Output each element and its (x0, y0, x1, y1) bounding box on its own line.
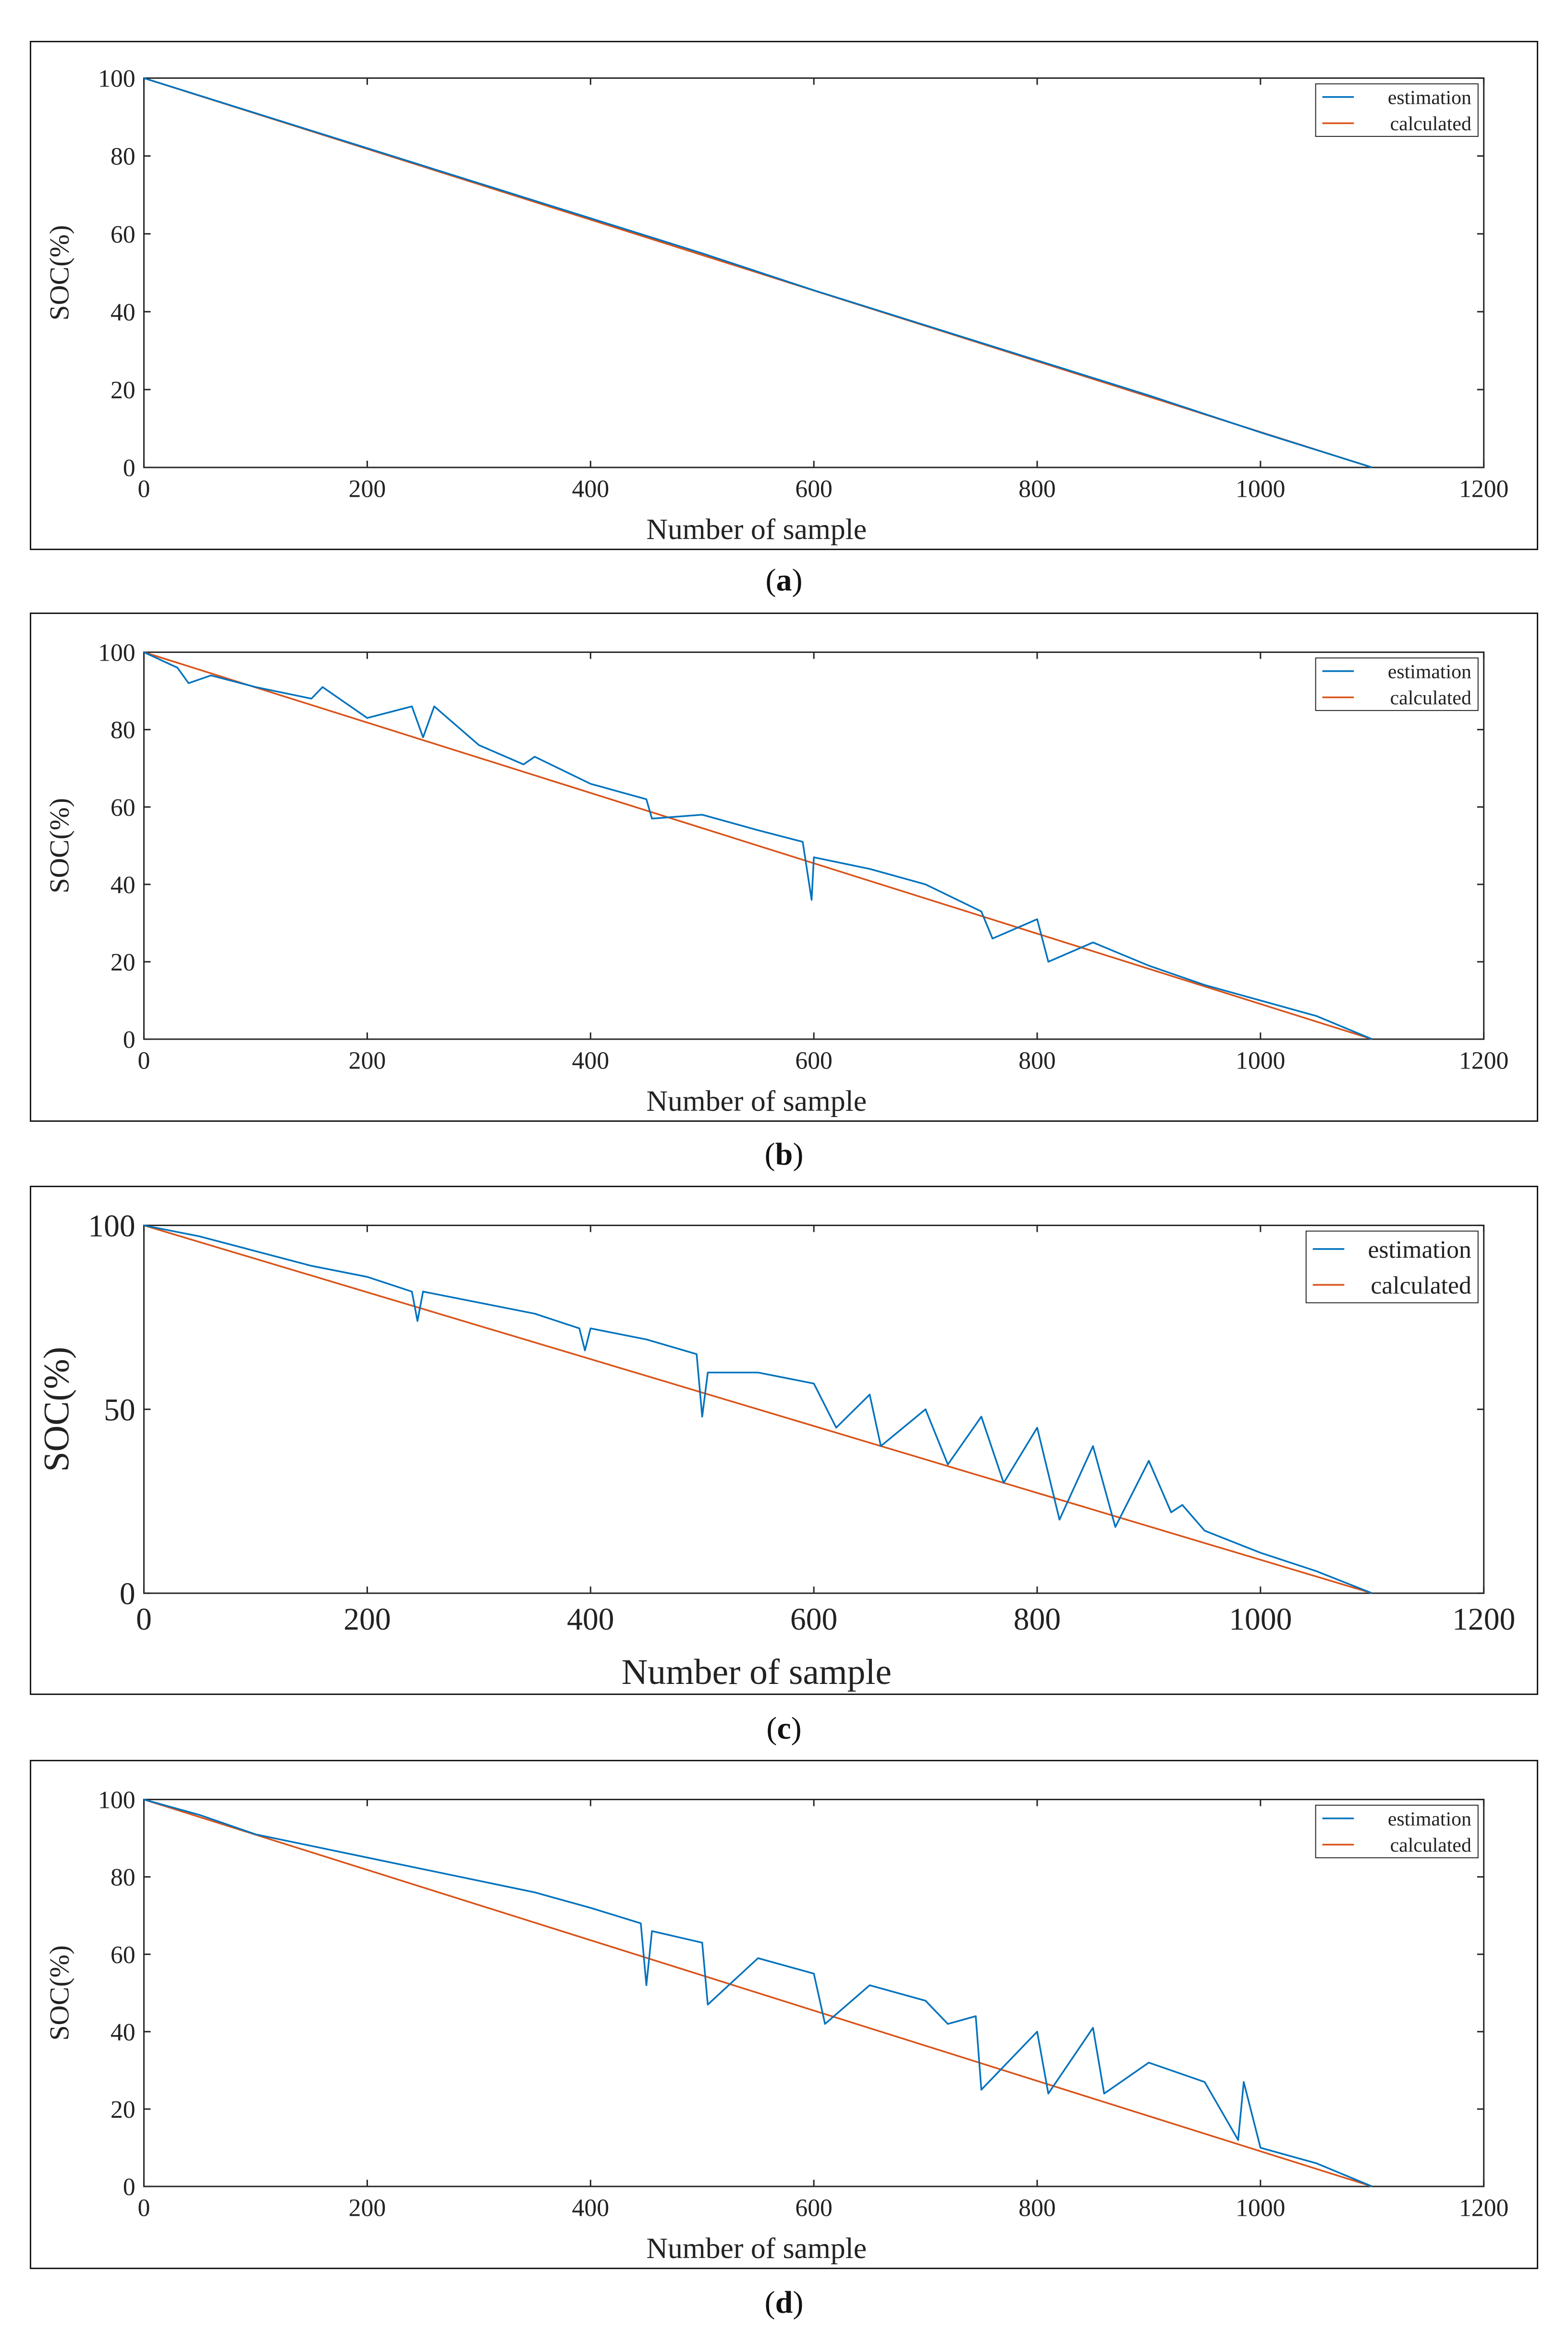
x-tick-label-b: 200 (349, 1047, 386, 1075)
chart-c: 0 200 400 600 800 1000 1200 0 50 100 Number of sam… (37, 1209, 1515, 1693)
y-tick-label-a: 60 (110, 221, 135, 248)
legend-box-d (1315, 1805, 1479, 1858)
legend-label-calculated-d: calculated (1390, 1834, 1471, 1856)
x-tick-label-a: 600 (795, 476, 833, 503)
x-tick-label-b: 0 (138, 1047, 150, 1075)
x-axis-label-b: Number of sample (647, 1085, 867, 1117)
x-tick-label-a: 0 (138, 476, 150, 503)
series-line-calculated-c (144, 1224, 1372, 1594)
series-line-estimation-c (144, 1224, 1372, 1594)
x-tick-label-c: 1000 (1229, 1602, 1292, 1637)
y-tick-label-c: 100 (88, 1209, 135, 1244)
y-tick-label-d: 20 (110, 2096, 135, 2124)
x-tick-label-b: 400 (572, 1047, 610, 1075)
y-tick-label-c: 0 (120, 1577, 135, 1611)
caption-d: (d) (764, 2285, 804, 2320)
y-tick-label-b: 80 (110, 717, 135, 744)
x-tick-label-b: 1000 (1236, 1047, 1285, 1075)
x-tick-label-c: 1200 (1452, 1602, 1515, 1637)
caption-c-letter: c (777, 1711, 791, 1746)
x-tick-label-a: 800 (1018, 476, 1056, 503)
plot-area-b (143, 651, 1485, 1040)
x-tick-label-d: 600 (795, 2195, 833, 2222)
x-tick-label-c: 600 (790, 1602, 837, 1637)
y-tick-label-b: 100 (98, 639, 135, 667)
y-tick-label-b: 40 (110, 872, 135, 899)
legend-box-c (1305, 1230, 1479, 1303)
series-line-calculated-b (144, 651, 1372, 1040)
y-tick-label-d: 40 (110, 2019, 135, 2046)
x-tick-label-c: 0 (136, 1602, 152, 1637)
y-tick-label-c: 50 (104, 1393, 135, 1427)
x-axis-label-a: Number of sample (647, 513, 867, 546)
y-tick-label-b: 20 (110, 949, 135, 976)
y-tick-label-a: 80 (110, 143, 135, 171)
chart-b: 0 200 400 600 800 1000 1200 0 20 40 60 80 100 Number … (44, 639, 1508, 1117)
x-axis-label-c: Number of sample (622, 1652, 892, 1692)
y-tick-label-b: 0 (123, 1026, 135, 1054)
y-axis-label-a: SOC(%) (44, 225, 74, 320)
y-tick-label-b: 60 (110, 794, 135, 822)
y-tick-label-d: 60 (110, 1941, 135, 1969)
x-tick-label-c: 200 (343, 1602, 391, 1637)
legend-label-calculated-b: calculated (1390, 687, 1471, 709)
caption-c: (c) (766, 1711, 802, 1746)
legend-box-b (1315, 657, 1479, 711)
x-tick-label-a: 400 (572, 476, 610, 503)
x-tick-label-c: 400 (567, 1602, 614, 1637)
chart-panel-b: 0 200 400 600 800 1000 1200 0 20 40 60 80 100 Number … (30, 613, 1538, 1122)
chart-d: 0 200 400 600 800 1000 1200 0 20 40 60 80 100 Number … (44, 1787, 1508, 2265)
legend-label-estimation-d: estimation (1388, 1808, 1471, 1830)
x-tick-label-d: 200 (349, 2195, 386, 2222)
x-tick-label-b: 1200 (1459, 1047, 1508, 1075)
x-tick-label-d: 0 (138, 2195, 150, 2222)
y-axis-label-c: SOC(%) (37, 1347, 76, 1472)
x-tick-label-a: 1000 (1236, 476, 1285, 503)
chart-panel-c: 0 200 400 600 800 1000 1200 0 50 100 Number of sam… (30, 1186, 1538, 1695)
x-tick-label-d: 800 (1018, 2195, 1056, 2222)
y-tick-label-d: 80 (110, 1864, 135, 1891)
y-tick-label-d: 100 (98, 1787, 135, 1814)
plot-area-a (143, 77, 1485, 468)
plot-area-d (143, 1799, 1485, 2187)
legend-label-estimation-b: estimation (1388, 661, 1471, 683)
y-tick-label-d: 0 (123, 2173, 135, 2201)
x-tick-label-b: 600 (795, 1047, 833, 1075)
x-tick-label-d: 1000 (1236, 2195, 1285, 2222)
x-tick-label-b: 800 (1018, 1047, 1056, 1075)
y-axis-label-d: SOC(%) (44, 1945, 74, 2041)
y-tick-label-a: 0 (123, 454, 135, 482)
chart-panel-d: 0 200 400 600 800 1000 1200 0 20 40 60 80 100 Number … (30, 1760, 1538, 2269)
legend-label-calculated-c: calculated (1371, 1272, 1471, 1299)
series-line-calculated-d (144, 1798, 1372, 2187)
legend-label-estimation-c: estimation (1368, 1236, 1471, 1264)
chart-a: 0 200 400 600 800 1000 1200 0 20 40 60 80 100 Number … (44, 65, 1508, 546)
x-tick-label-c: 800 (1014, 1602, 1061, 1637)
legend-label-calculated-a: calculated (1390, 113, 1471, 135)
legend-label-estimation-a: estimation (1388, 86, 1471, 109)
series-line-estimation-d (144, 1798, 1372, 2187)
x-tick-label-d: 400 (572, 2195, 610, 2222)
series-line-estimation-b (143, 651, 1372, 1040)
y-tick-label-a: 40 (110, 299, 135, 326)
y-axis-label-b: SOC(%) (44, 798, 74, 894)
chart-panel-a: 0 200 400 600 800 1000 1200 0 20 40 60 80 100 Number … (30, 41, 1538, 550)
x-axis-label-d: Number of sample (647, 2232, 867, 2265)
caption-d-letter: d (775, 2285, 793, 2320)
series-line-estimation-a (144, 77, 1372, 468)
legend-box-a (1315, 83, 1479, 137)
caption-b: (b) (764, 1137, 804, 1172)
plot-area-c (143, 1225, 1485, 1594)
caption-a: (a) (765, 563, 803, 598)
y-tick-label-a: 20 (110, 377, 135, 404)
caption-b-letter: b (775, 1137, 793, 1172)
caption-a-letter: a (776, 563, 792, 598)
x-tick-label-d: 1200 (1459, 2195, 1508, 2222)
x-tick-label-a: 200 (349, 476, 386, 503)
x-tick-label-a: 1200 (1459, 476, 1508, 503)
y-tick-label-a: 100 (98, 65, 135, 93)
